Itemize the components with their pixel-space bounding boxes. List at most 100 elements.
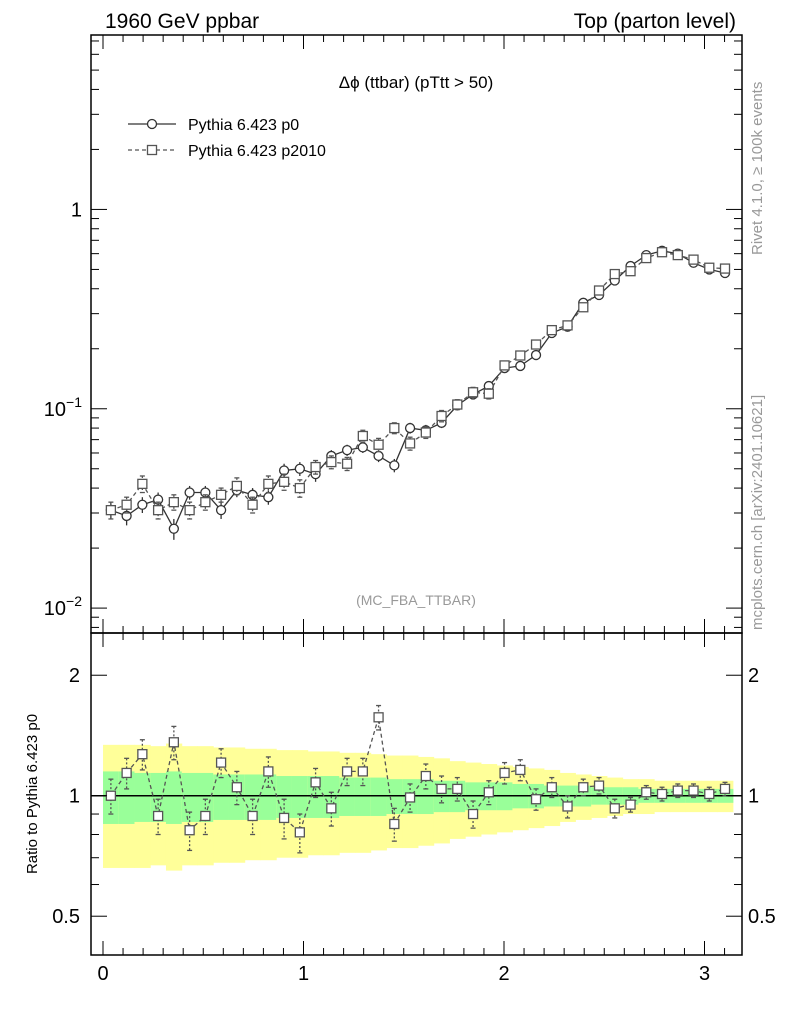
data-point-p2010 bbox=[483, 388, 494, 399]
data-point-p0 bbox=[373, 450, 384, 462]
series-line-p0 bbox=[110, 250, 726, 531]
data-point-p2010 bbox=[452, 399, 463, 410]
ratio-data-point bbox=[137, 749, 148, 760]
ratio-data-point bbox=[326, 803, 337, 814]
band-inner-bin bbox=[260, 774, 277, 820]
data-point-p2010 bbox=[688, 254, 699, 265]
band-inner-bin bbox=[197, 772, 214, 822]
data-point-p2010 bbox=[656, 247, 668, 258]
ratio-y-tick-label-left: 0.5 bbox=[52, 906, 80, 928]
data-point-p2010 bbox=[247, 499, 258, 510]
data-point-p2010 bbox=[467, 387, 479, 398]
ratio-data-point bbox=[184, 825, 195, 836]
header-right: Top (parton level) bbox=[574, 10, 736, 33]
x-tick-label: 1 bbox=[298, 963, 309, 985]
data-point-p0 bbox=[389, 460, 400, 471]
ratio-data-point bbox=[152, 810, 164, 822]
data-point-p0 bbox=[530, 349, 542, 361]
ratio-y-tick-labels: 0.5 0.5 1 1 2 2 bbox=[52, 665, 776, 928]
ratio-data-point bbox=[357, 766, 368, 777]
ratio-data-point bbox=[656, 788, 668, 800]
data-point-p0 bbox=[294, 463, 305, 474]
ratio-data-point bbox=[373, 712, 384, 723]
data-point-p0 bbox=[263, 492, 274, 503]
ratio-y-tick-label-left: 1 bbox=[69, 786, 80, 808]
x-tick-label: 3 bbox=[699, 963, 710, 985]
band-inner-bin bbox=[370, 777, 387, 816]
data-point-p2010 bbox=[310, 461, 321, 473]
data-point-p0 bbox=[404, 422, 416, 434]
data-point-p2010 bbox=[200, 497, 211, 508]
ratio-data-point bbox=[593, 780, 605, 791]
ratio-data-point bbox=[719, 783, 731, 795]
ratio-data-point bbox=[483, 787, 494, 798]
data-point-p2010 bbox=[357, 430, 368, 442]
rivet-version-label: Rivet 4.1.0, ≥ 100k events bbox=[749, 82, 766, 255]
data-point-p2010 bbox=[530, 339, 542, 350]
band-inner-bin bbox=[165, 771, 183, 824]
ratio-series-line bbox=[110, 717, 726, 834]
data-point-p2010 bbox=[168, 497, 180, 508]
main-plot-content bbox=[105, 245, 731, 540]
data-point-p2010 bbox=[704, 262, 715, 273]
band-inner-bin bbox=[417, 779, 435, 815]
data-point-p0 bbox=[341, 444, 353, 456]
ratio-data-point bbox=[247, 810, 258, 822]
ratio-panel: 0.5 0.5 1 1 2 2 0 1 2 3 Ratio to Pythia 6.423 p0 bbox=[24, 632, 776, 985]
data-point-p2010 bbox=[373, 439, 384, 450]
data-point-p0 bbox=[184, 487, 195, 498]
data-point-p2010 bbox=[121, 499, 132, 510]
main-y-tick-labels: 10−210−11 bbox=[44, 199, 82, 620]
ratio-data-point bbox=[546, 782, 557, 793]
legend-marker-p0 bbox=[146, 118, 158, 130]
data-point-p0 bbox=[168, 523, 180, 534]
ratio-y-tick-label-right: 1 bbox=[748, 786, 759, 808]
ratio-data-point bbox=[562, 801, 573, 812]
y-tick-label: 1 bbox=[71, 199, 82, 221]
ratio-data-point bbox=[389, 818, 400, 830]
ratio-data-point bbox=[625, 799, 636, 810]
ratio-data-point bbox=[168, 737, 180, 748]
ratio-data-point bbox=[231, 782, 243, 793]
data-point-p2010 bbox=[263, 478, 274, 490]
ratio-data-point bbox=[530, 794, 542, 805]
ratio-y-tick-label-right: 2 bbox=[748, 665, 759, 687]
main-axis-ticks bbox=[91, 35, 742, 633]
ratio-data-point bbox=[404, 792, 416, 803]
data-point-p2010 bbox=[562, 320, 573, 331]
data-point-p2010 bbox=[389, 422, 400, 434]
ratio-data-point bbox=[467, 808, 479, 820]
data-point-p2010 bbox=[152, 505, 164, 516]
ratio-data-point bbox=[688, 785, 699, 796]
ratio-data-point bbox=[436, 783, 447, 795]
main-panel: 10−210−11 Δϕ (ttbar) (pTtt > 50) (MC_FBA… bbox=[44, 34, 743, 634]
data-point-p2010 bbox=[326, 456, 337, 468]
ratio-data-point bbox=[263, 766, 274, 777]
band-inner-bin bbox=[244, 774, 261, 820]
data-point-p2010 bbox=[578, 302, 589, 313]
legend: Pythia 6.423 p0 Pythia 6.423 p2010 bbox=[128, 117, 326, 160]
data-point-p2010 bbox=[215, 489, 227, 500]
data-point-p2010 bbox=[294, 482, 305, 494]
ratio-data-point bbox=[310, 777, 321, 788]
data-point-p2010 bbox=[515, 350, 526, 361]
data-point-p2010 bbox=[609, 268, 620, 280]
data-point-p2010 bbox=[672, 249, 683, 261]
band-inner-bin bbox=[339, 777, 356, 816]
data-point-p2010 bbox=[278, 476, 290, 487]
ratio-data-point bbox=[515, 764, 526, 776]
ratio-data-point bbox=[609, 803, 620, 814]
data-point-p2010 bbox=[404, 438, 416, 449]
band-inner-bin bbox=[150, 772, 167, 822]
data-point-p2010 bbox=[137, 478, 148, 490]
ratio-data-point bbox=[294, 827, 305, 838]
ratio-data-point bbox=[499, 767, 510, 779]
ratio-data-point bbox=[215, 757, 227, 768]
ratio-data-point bbox=[704, 788, 715, 800]
ratio-data-point bbox=[672, 785, 683, 796]
ratio-y-axis-label: Ratio to Pythia 6.423 p0 bbox=[24, 714, 41, 874]
y-tick-label-exponent: −2 bbox=[66, 593, 82, 609]
mcplots-label: mcplots.cern.ch [arXiv:2401.10621] bbox=[749, 395, 766, 630]
ratio-data-point bbox=[121, 767, 132, 779]
y-tick-label: 10−2 bbox=[44, 593, 82, 620]
